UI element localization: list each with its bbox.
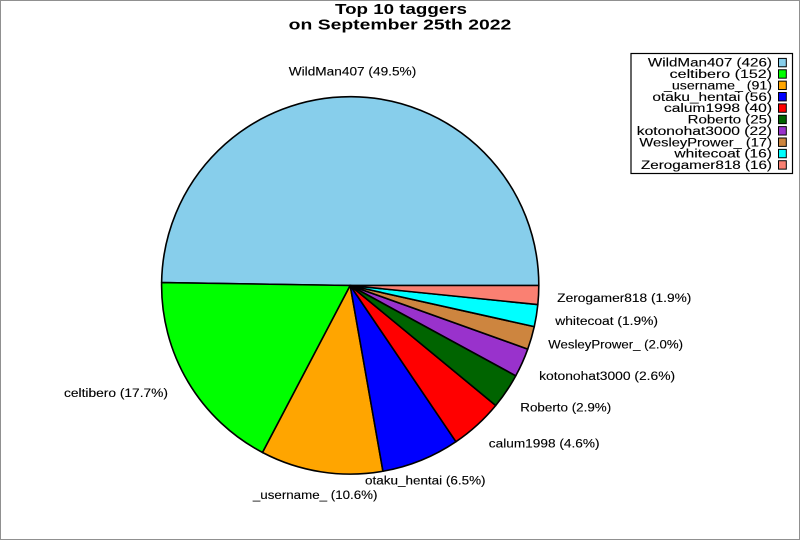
svg-text:WesleyPrower_ (17): WesleyPrower_ (17) xyxy=(639,137,772,149)
svg-text:Zerogamer818 (16): Zerogamer818 (16) xyxy=(641,160,772,172)
svg-text:Roberto (25): Roberto (25) xyxy=(688,115,773,127)
svg-text:celtibero (152): celtibero (152) xyxy=(670,69,773,81)
svg-text:_username_ (91): _username_ (91) xyxy=(663,80,772,92)
svg-text:celtibero (17.7%): celtibero (17.7%) xyxy=(64,388,168,400)
svg-text:Top 10 taggers: Top 10 taggers xyxy=(335,1,467,18)
svg-text:whitecoat (1.9%): whitecoat (1.9%) xyxy=(554,316,658,328)
svg-text:kotonohat3000 (2.6%): kotonohat3000 (2.6%) xyxy=(539,371,675,383)
svg-text:calum1998 (4.6%): calum1998 (4.6%) xyxy=(489,439,600,451)
svg-text:on September 25th 2022: on September 25th 2022 xyxy=(289,16,512,33)
svg-text:otaku_hentai (56): otaku_hentai (56) xyxy=(652,92,772,104)
svg-text:WildMan407 (426): WildMan407 (426) xyxy=(648,58,772,70)
svg-text:WesleyPrower_ (2.0%): WesleyPrower_ (2.0%) xyxy=(548,340,683,352)
svg-text:whitecoat (16): whitecoat (16) xyxy=(673,149,772,161)
svg-text:_username_ (10.6%): _username_ (10.6%) xyxy=(252,490,378,502)
svg-text:Zerogamer818 (1.9%): Zerogamer818 (1.9%) xyxy=(557,293,691,305)
svg-text:kotonohat3000 (22): kotonohat3000 (22) xyxy=(637,126,772,138)
svg-text:otaku_hentai (6.5%): otaku_hentai (6.5%) xyxy=(365,476,486,488)
svg-text:Roberto (2.9%): Roberto (2.9%) xyxy=(520,402,611,414)
svg-text:calum1998 (40): calum1998 (40) xyxy=(664,103,772,115)
svg-text:WildMan407 (49.5%): WildMan407 (49.5%) xyxy=(289,67,417,79)
